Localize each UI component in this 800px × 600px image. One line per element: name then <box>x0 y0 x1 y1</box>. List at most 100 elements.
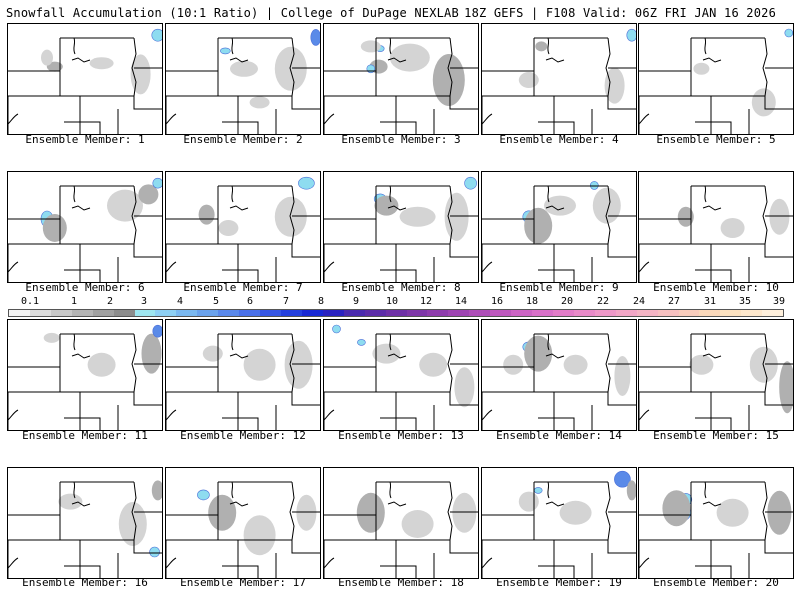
state-border <box>764 540 793 554</box>
scale-label: 5 <box>212 296 220 307</box>
scale-swatch <box>532 310 553 316</box>
state-border <box>64 121 101 134</box>
snowfall-map <box>324 37 478 134</box>
snow-area <box>454 367 475 408</box>
state-border <box>229 501 249 507</box>
snow-area <box>366 64 376 74</box>
state-border <box>324 409 335 421</box>
snow-area <box>464 176 477 190</box>
snow-area <box>107 189 143 222</box>
snow-area <box>152 177 162 189</box>
member-map-9 <box>481 171 637 283</box>
scale-swatch <box>9 310 30 316</box>
scale-label: 35 <box>738 296 752 307</box>
state-border <box>387 501 407 507</box>
snow-area <box>389 43 430 72</box>
member-map-6 <box>7 171 163 283</box>
state-border <box>639 113 650 125</box>
member-label: Ensemble Member: 11 <box>22 429 148 442</box>
snow-area <box>372 343 401 364</box>
state-border <box>762 481 768 541</box>
state-border <box>447 37 453 97</box>
state-border <box>695 565 732 578</box>
scale-label: 18 <box>525 296 539 307</box>
snow-area <box>310 29 320 46</box>
snow-area <box>535 41 548 52</box>
state-border <box>695 121 732 134</box>
snow-area <box>198 204 215 225</box>
snow-area <box>626 28 636 42</box>
scale-swatch <box>469 310 491 316</box>
state-border <box>380 269 417 282</box>
state-border <box>324 334 377 368</box>
state-border <box>324 261 335 273</box>
member-map-8 <box>323 171 479 283</box>
state-border <box>231 333 234 351</box>
snow-area <box>524 207 553 244</box>
snow-area <box>779 361 793 414</box>
snow-area <box>592 187 621 224</box>
scale-label: 14 <box>454 296 468 307</box>
member-map-17 <box>165 467 321 579</box>
state-border <box>639 334 692 368</box>
state-border <box>8 557 19 569</box>
member-label: Ensemble Member: 7 <box>183 281 303 294</box>
state-border <box>289 333 295 393</box>
state-border <box>229 57 249 63</box>
snow-area <box>401 510 434 538</box>
snow-area <box>419 352 448 377</box>
snow-area <box>284 340 313 389</box>
member-map-15 <box>638 319 794 431</box>
state-border <box>605 37 611 97</box>
snow-area <box>590 181 599 190</box>
state-border <box>231 185 234 203</box>
snowfall-map <box>482 181 636 282</box>
state-border <box>324 113 335 125</box>
state-border <box>447 185 453 245</box>
state-border <box>482 409 493 421</box>
member-map-18 <box>323 467 479 579</box>
state-border <box>387 57 407 63</box>
state-border <box>605 333 611 393</box>
snow-area <box>332 324 341 334</box>
scale-swatch <box>678 310 700 316</box>
state-border <box>547 37 550 55</box>
snow-area <box>243 348 276 381</box>
state-border <box>482 261 493 273</box>
member-map-14 <box>481 319 637 431</box>
state-border <box>73 481 76 499</box>
snow-area <box>42 214 67 242</box>
scale-label: 27 <box>667 296 681 307</box>
member-label: Ensemble Member: 6 <box>25 281 145 294</box>
state-border <box>482 38 535 72</box>
scale-swatch <box>71 310 93 316</box>
snowfall-map <box>482 333 636 430</box>
state-border <box>387 353 407 359</box>
snowfall-map <box>8 28 162 134</box>
scale-swatch <box>364 310 386 316</box>
state-border <box>73 185 76 203</box>
member-label: Ensemble Member: 3 <box>341 133 461 146</box>
member-map-2 <box>165 23 321 135</box>
state-border <box>607 540 636 554</box>
snow-area <box>614 470 631 488</box>
member-map-5 <box>638 23 794 135</box>
state-border <box>389 185 392 203</box>
snowfall-map <box>639 333 793 430</box>
state-border <box>639 557 650 569</box>
state-border <box>71 501 91 507</box>
scale-swatch <box>720 310 742 316</box>
state-border <box>704 37 707 55</box>
snow-area <box>274 196 307 237</box>
state-border <box>222 121 259 134</box>
scale-label: 7 <box>282 296 290 307</box>
scale-label: 8 <box>317 296 325 307</box>
snowfall-map <box>639 185 793 282</box>
snowfall-map <box>482 28 636 134</box>
member-label: Ensemble Member: 4 <box>499 133 619 146</box>
state-border <box>133 540 162 554</box>
snow-area <box>151 480 162 501</box>
snowfall-map <box>324 481 478 578</box>
scale-swatch <box>29 310 51 316</box>
snow-area <box>298 176 315 190</box>
